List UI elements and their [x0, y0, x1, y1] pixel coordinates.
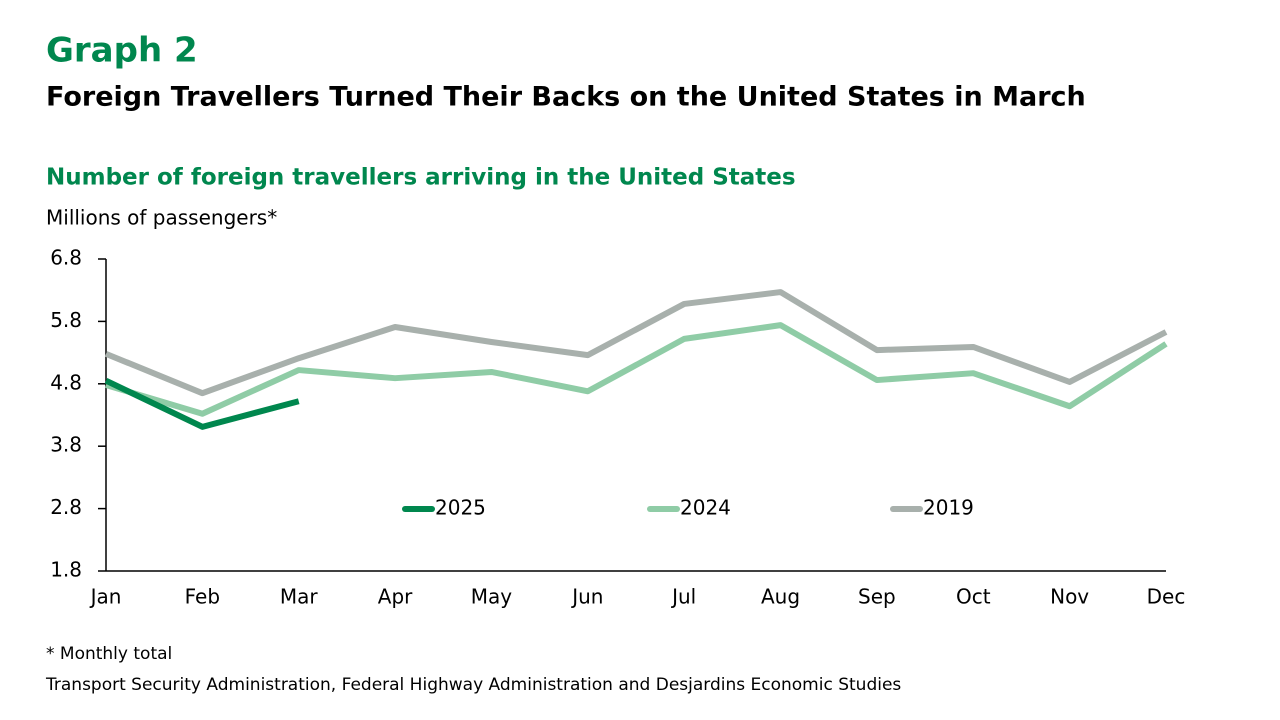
- x-tick-label: Dec: [1147, 585, 1186, 609]
- x-tick-label: Jun: [570, 585, 603, 609]
- legend-label: 2019: [923, 496, 974, 520]
- series-line: [104, 377, 300, 430]
- y-tick-label: 2.8: [50, 495, 82, 519]
- y-tick-label: 5.8: [50, 308, 82, 332]
- legend-label: 2024: [680, 496, 731, 520]
- y-axis-label: Millions of passengers*: [46, 206, 277, 230]
- chart-subtitle: Foreign Travellers Turned Their Backs on…: [46, 82, 1086, 113]
- x-tick-label: Apr: [378, 585, 413, 609]
- legend-label: 2025: [435, 496, 486, 520]
- y-tick-label: 3.8: [50, 433, 82, 457]
- series-line: [104, 289, 1168, 397]
- x-tick-label: Oct: [956, 585, 991, 609]
- x-tick-label: Feb: [185, 585, 220, 609]
- x-tick-label: Nov: [1050, 585, 1089, 609]
- y-tick-label: 6.8: [50, 246, 82, 270]
- x-tick-label: Mar: [280, 585, 319, 609]
- x-tick-label: May: [471, 585, 513, 609]
- x-tick-label: Jan: [89, 585, 122, 609]
- y-tick-label: 4.8: [50, 370, 82, 394]
- x-tick-label: Aug: [761, 585, 800, 609]
- y-tick-label: 1.8: [50, 558, 82, 582]
- source: Transport Security Administration, Feder…: [45, 675, 901, 695]
- plot-title: Number of foreign travellers arriving in…: [46, 165, 796, 191]
- series-line: [105, 322, 1168, 417]
- x-tick-label: Jul: [670, 585, 696, 609]
- footnote: * Monthly total: [46, 644, 172, 664]
- x-tick-label: Sep: [858, 585, 896, 609]
- chart-title: Graph 2: [46, 31, 198, 71]
